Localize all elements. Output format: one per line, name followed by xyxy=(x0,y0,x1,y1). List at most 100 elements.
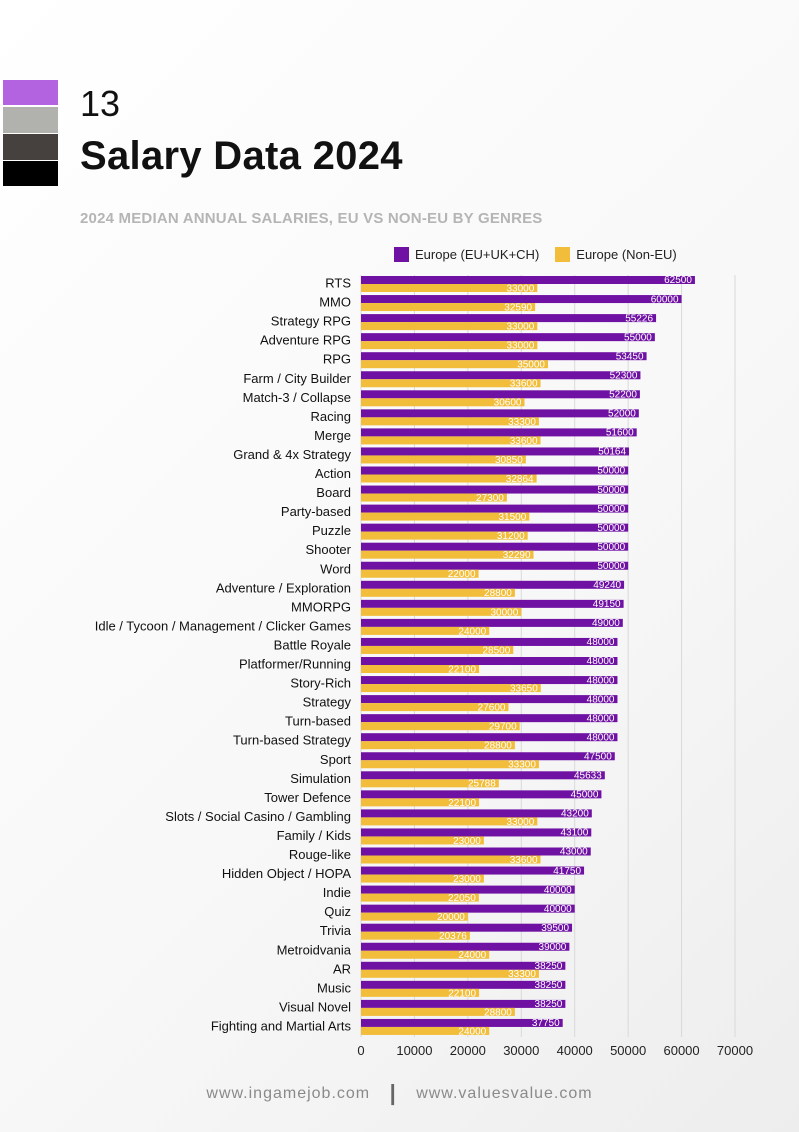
bar-eu xyxy=(361,733,618,742)
data-label-eu: 48000 xyxy=(587,713,615,724)
footer-separator: | xyxy=(389,1080,397,1105)
x-tick-label: 30000 xyxy=(503,1043,539,1058)
category-label: Rouge-like xyxy=(289,847,351,862)
data-label-non-eu: 24000 xyxy=(458,1026,486,1037)
data-label-non-eu: 33300 xyxy=(508,417,536,428)
category-label: Word xyxy=(320,561,351,576)
category-label: Platformer/Running xyxy=(239,657,351,672)
bar-eu xyxy=(361,1018,563,1027)
data-label-eu: 62500 xyxy=(664,275,692,286)
data-label-non-eu: 23000 xyxy=(453,874,481,885)
data-label-non-eu: 25788 xyxy=(468,779,496,790)
category-label: Turn-based xyxy=(285,714,351,729)
data-label-eu: 40000 xyxy=(544,904,572,915)
data-label-non-eu: 33300 xyxy=(508,969,536,980)
data-label-non-eu: 28800 xyxy=(484,588,512,599)
bar-non-eu xyxy=(361,931,470,940)
footer-link-valuesvalue[interactable]: www.valuesvalue.com xyxy=(416,1085,593,1102)
category-label: Sport xyxy=(320,752,351,767)
category-label: Idle / Tycoon / Management / Clicker Gam… xyxy=(95,618,352,633)
bar-non-eu xyxy=(361,665,480,673)
bar-eu xyxy=(361,961,566,970)
category-label: MMO xyxy=(319,295,351,310)
footer-link-ingamejob[interactable]: www.ingamejob.com xyxy=(206,1085,371,1102)
bar-non-eu xyxy=(361,760,539,769)
data-label-non-eu: 20000 xyxy=(437,912,465,923)
category-label: Grand & 4x Strategy xyxy=(233,447,351,462)
x-tick-label: 10000 xyxy=(396,1043,432,1058)
legend-label-eu: Europe (EU+UK+CH) xyxy=(415,247,540,262)
bar-non-eu xyxy=(361,798,480,807)
category-label: Match-3 / Collapse xyxy=(243,390,351,405)
bar-non-eu xyxy=(361,874,484,883)
data-label-non-eu: 20376 xyxy=(439,931,467,942)
category-label: Farm / City Builder xyxy=(243,371,351,386)
legend-item-eu: Europe (EU+UK+CH) xyxy=(394,247,539,262)
bar-non-eu xyxy=(361,531,528,540)
data-label-eu: 41750 xyxy=(553,866,581,877)
data-label-non-eu: 30000 xyxy=(490,607,518,618)
category-label: Shooter xyxy=(305,542,351,557)
bar-eu xyxy=(361,542,629,551)
bar-eu xyxy=(361,847,591,856)
bar-eu xyxy=(361,352,647,361)
category-label: Slots / Social Casino / Gambling xyxy=(165,809,351,824)
bar-eu xyxy=(361,504,629,513)
data-label-non-eu: 32290 xyxy=(503,550,531,561)
data-label-eu: 48000 xyxy=(587,732,615,743)
bar-eu xyxy=(361,428,637,437)
accent-swatch-purple xyxy=(3,80,58,105)
data-label-eu: 43100 xyxy=(560,828,588,839)
bar-non-eu xyxy=(361,303,536,312)
category-label: Fighting and Martial Arts xyxy=(211,1018,352,1033)
category-label: Turn-based Strategy xyxy=(233,733,352,748)
data-label-eu: 55000 xyxy=(624,332,652,343)
category-label: RTS xyxy=(325,276,351,291)
data-label-eu: 49150 xyxy=(593,599,621,610)
bar-non-eu xyxy=(361,969,539,978)
category-label: Strategy xyxy=(303,695,352,710)
bar-non-eu xyxy=(361,912,468,921)
bar-non-eu xyxy=(361,1026,490,1035)
legend-item-non-eu: Europe (Non-EU) xyxy=(555,247,677,262)
data-label-eu: 38250 xyxy=(535,999,563,1010)
data-label-eu: 51600 xyxy=(606,428,634,439)
page-number: 13 xyxy=(80,83,121,124)
bar-eu xyxy=(361,695,618,704)
bar-eu xyxy=(361,466,629,475)
category-label: Quiz xyxy=(324,904,351,919)
data-label-non-eu: 33600 xyxy=(510,379,538,390)
category-label: Strategy RPG xyxy=(271,314,351,329)
bar-non-eu xyxy=(361,493,507,502)
data-label-non-eu: 33600 xyxy=(510,436,538,447)
bar-eu xyxy=(361,599,624,608)
x-tick-label: 0 xyxy=(357,1043,364,1058)
bar-eu xyxy=(361,333,655,342)
bar-non-eu xyxy=(361,474,537,483)
data-label-non-eu: 33600 xyxy=(510,855,538,866)
data-label-eu: 48000 xyxy=(587,637,615,648)
bar-non-eu xyxy=(361,722,520,731)
data-label-eu: 38250 xyxy=(535,980,563,991)
bar-non-eu xyxy=(361,988,480,997)
category-label: Tower Defence xyxy=(264,790,351,805)
bar-non-eu xyxy=(361,360,548,369)
data-label-eu: 47500 xyxy=(584,751,612,762)
data-label-non-eu: 33300 xyxy=(508,760,536,771)
bar-eu xyxy=(361,295,682,304)
data-label-non-eu: 23000 xyxy=(453,836,481,847)
category-label: Puzzle xyxy=(312,523,351,538)
category-label: Music xyxy=(317,980,351,995)
data-label-non-eu: 32864 xyxy=(506,474,534,485)
category-label: Hidden Object / HOPA xyxy=(222,866,351,881)
accent-swatch-dark xyxy=(3,134,58,160)
data-label-non-eu: 33000 xyxy=(507,322,535,333)
data-label-eu: 45000 xyxy=(571,790,599,801)
category-label: Adventure / Exploration xyxy=(216,580,351,595)
data-label-eu: 50000 xyxy=(597,485,625,496)
bar-non-eu xyxy=(361,626,490,635)
data-label-non-eu: 32590 xyxy=(504,302,532,313)
bar-eu xyxy=(361,314,657,323)
data-label-non-eu: 29700 xyxy=(489,722,517,733)
bar-eu xyxy=(361,885,575,894)
